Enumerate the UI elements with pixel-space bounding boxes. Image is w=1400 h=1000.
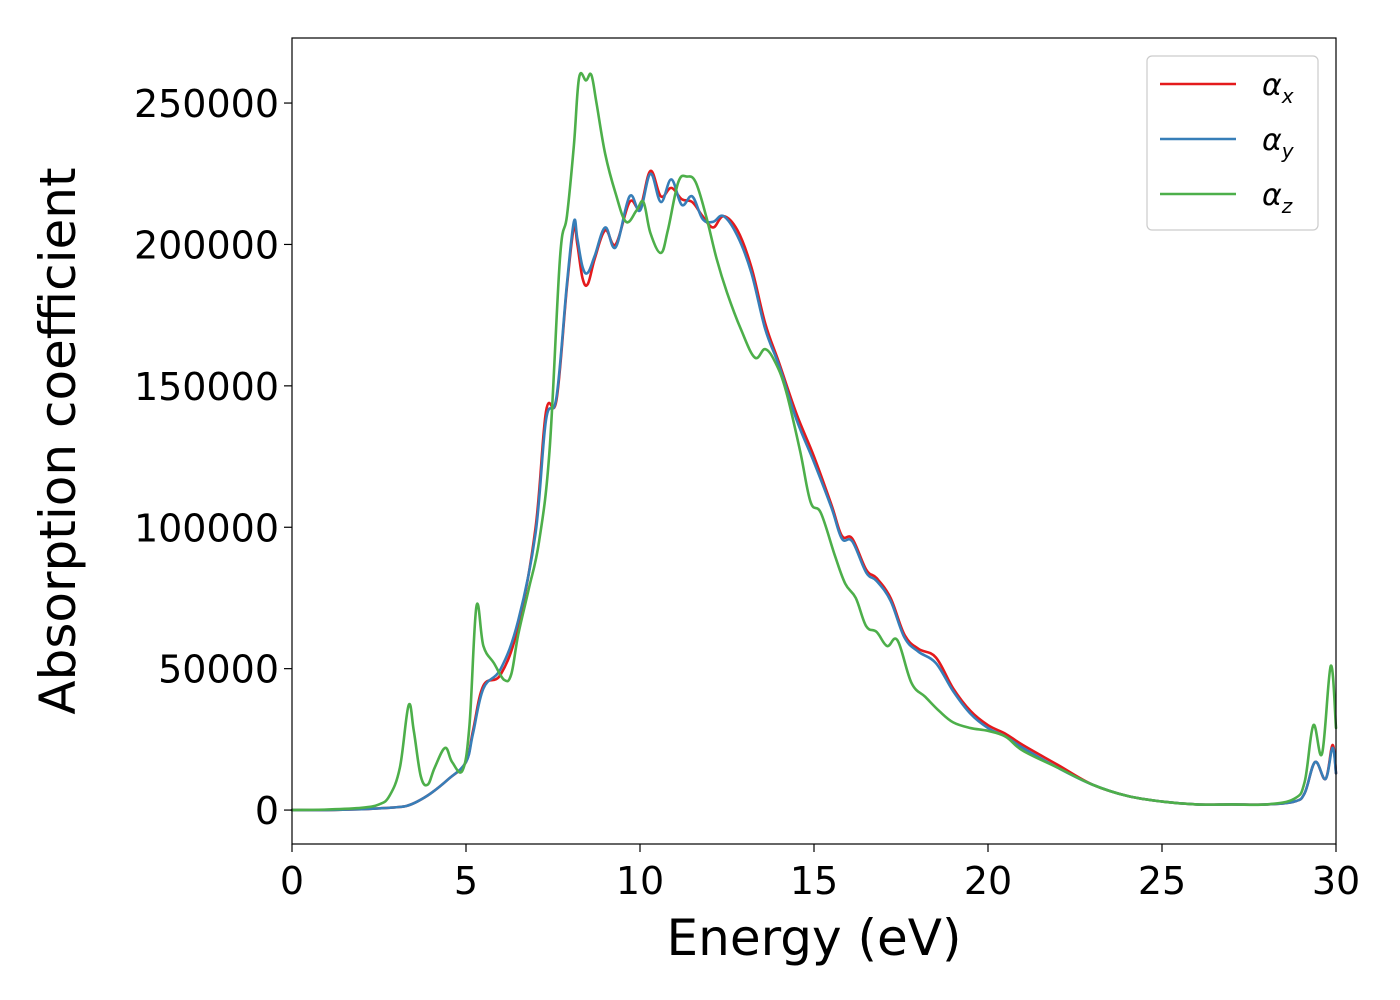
y-tick-label: 50000 <box>158 648 279 692</box>
series-line-y <box>290 172 1338 812</box>
y-tick-label: 150000 <box>134 365 279 409</box>
x-tick-label: 0 <box>280 859 304 903</box>
x-tick-label: 15 <box>790 859 838 903</box>
y-tick-label: 100000 <box>134 506 279 550</box>
x-axis-ticks: 0 5 10 15 20 25 30 <box>280 844 1360 903</box>
legend-label-y: αy <box>1262 123 1295 163</box>
y-axis-title: Absorption coefficient <box>29 167 87 714</box>
x-tick-label: 25 <box>1138 859 1186 903</box>
y-tick-label: 200000 <box>134 223 279 267</box>
legend-label-x: αx <box>1262 68 1294 108</box>
series-layer <box>290 71 1338 812</box>
x-axis-title: Energy (eV) <box>667 909 962 967</box>
y-tick-label: 0 <box>255 789 279 833</box>
legend-items: αx αy αz <box>1160 68 1295 218</box>
x-tick-label: 5 <box>454 859 478 903</box>
legend-frame <box>1146 55 1319 231</box>
series-line-x <box>290 169 1338 812</box>
x-tick-label: 10 <box>616 859 664 903</box>
x-tick-label: 30 <box>1312 859 1360 903</box>
y-tick-label: 250000 <box>134 82 279 126</box>
series-line-z <box>290 71 1338 812</box>
x-tick-label: 20 <box>964 859 1012 903</box>
y-axis-ticks: 0 50000 100000 150000 200000 250000 <box>134 82 292 833</box>
legend-label-z: αz <box>1262 178 1293 218</box>
legend: αx αy αz <box>1146 55 1319 231</box>
